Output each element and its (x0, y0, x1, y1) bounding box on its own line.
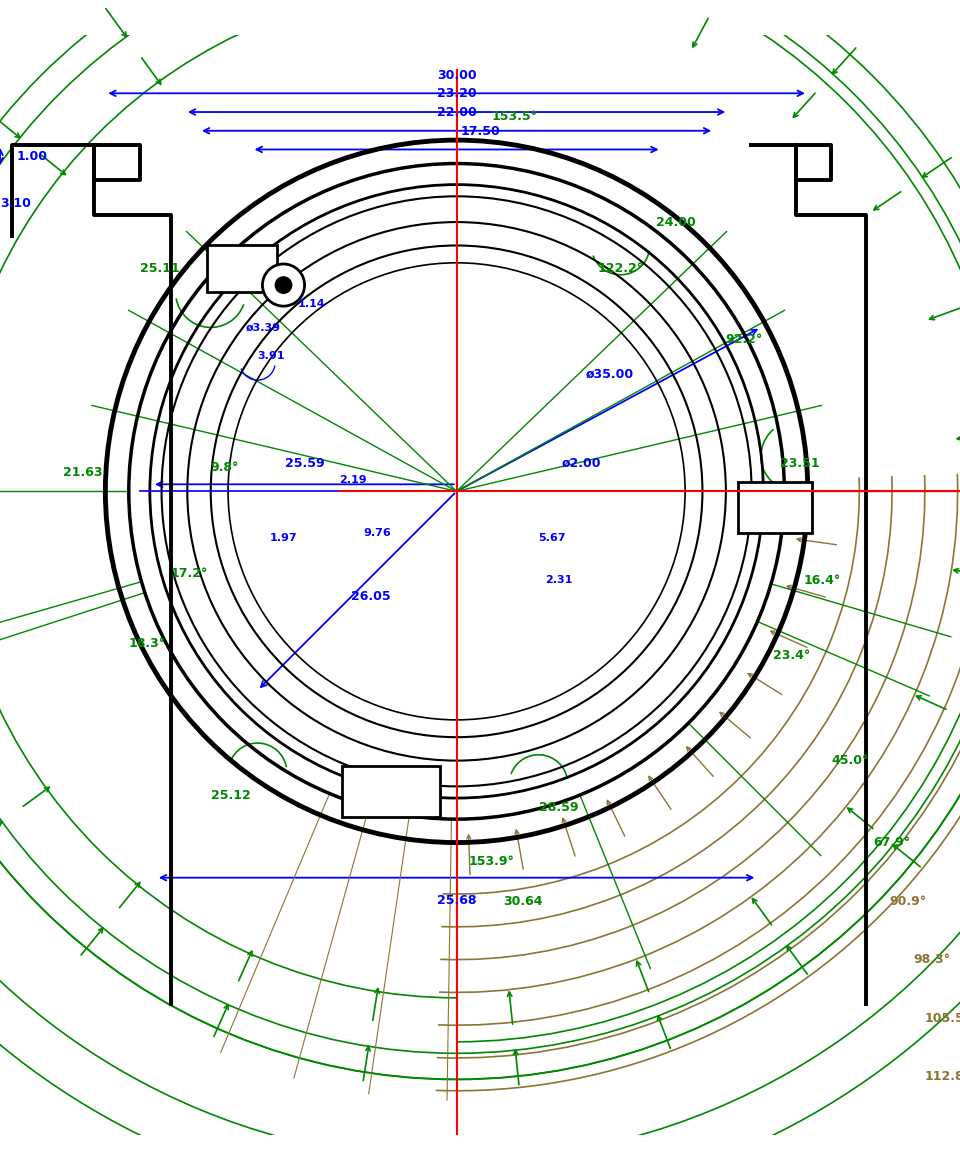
Text: 3.91: 3.91 (257, 351, 285, 360)
Text: 122.2°: 122.2° (597, 262, 643, 275)
Circle shape (276, 277, 292, 294)
Text: 28.59: 28.59 (539, 801, 578, 814)
Text: 112.8°: 112.8° (924, 1071, 960, 1083)
Text: 45.0°: 45.0° (831, 755, 869, 768)
Text: ø2.00: ø2.00 (562, 456, 602, 469)
Text: 9.8°: 9.8° (211, 461, 239, 474)
Text: 105.5°: 105.5° (924, 1012, 960, 1025)
Text: 90.9°: 90.9° (890, 895, 927, 908)
Text: 153.5°: 153.5° (492, 110, 538, 123)
Text: 30.64: 30.64 (503, 895, 543, 908)
Text: ø35.00: ø35.00 (586, 367, 634, 380)
Text: 23.4°: 23.4° (773, 648, 810, 662)
Text: 16.4°: 16.4° (804, 573, 840, 587)
Text: 25.68: 25.68 (437, 894, 476, 907)
Bar (737, 482, 812, 534)
FancyBboxPatch shape (206, 246, 277, 292)
Bar (342, 765, 440, 817)
Text: 153.9°: 153.9° (468, 855, 515, 868)
Text: 2.19: 2.19 (340, 475, 367, 484)
Text: 23.51: 23.51 (780, 456, 819, 469)
Text: 25.11: 25.11 (140, 262, 180, 275)
Text: 98.3°: 98.3° (913, 954, 950, 966)
Text: 22.00: 22.00 (437, 106, 476, 119)
Text: 67.9°: 67.9° (874, 837, 910, 849)
Text: 1.14: 1.14 (298, 300, 325, 309)
Text: 9.76: 9.76 (363, 529, 391, 538)
Text: 5.67: 5.67 (539, 534, 566, 543)
Text: 30.00: 30.00 (437, 69, 476, 82)
Text: 1.97: 1.97 (269, 534, 297, 543)
Text: 23.20: 23.20 (437, 88, 476, 101)
Text: 2.31: 2.31 (545, 576, 573, 585)
Text: 26.05: 26.05 (351, 590, 391, 604)
Text: 92.2°: 92.2° (726, 332, 763, 345)
Text: 25.12: 25.12 (211, 790, 251, 803)
Text: 25.59: 25.59 (284, 457, 324, 470)
Text: 24.00: 24.00 (656, 215, 695, 228)
Text: ø3.39: ø3.39 (246, 323, 281, 332)
Text: 1.00: 1.00 (16, 150, 47, 163)
Text: 17.2°: 17.2° (171, 566, 208, 580)
Text: 21.63: 21.63 (63, 466, 103, 479)
Text: 17.50: 17.50 (460, 125, 500, 138)
Text: 3.10: 3.10 (0, 197, 31, 209)
Circle shape (262, 264, 304, 307)
Text: 18.3°: 18.3° (129, 636, 166, 651)
